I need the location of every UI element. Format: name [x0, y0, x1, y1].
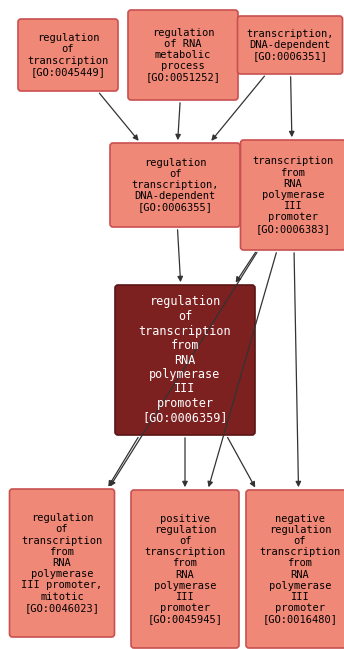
Text: regulation
of
transcription
from
RNA
polymerase
III promoter,
mitotic
[GO:004602: regulation of transcription from RNA pol… — [21, 513, 103, 613]
Text: regulation
of
transcription,
DNA-dependent
[GO:0006355]: regulation of transcription, DNA-depende… — [131, 158, 219, 212]
Text: transcription,
DNA-dependent
[GO:0006351]: transcription, DNA-dependent [GO:0006351… — [246, 29, 334, 61]
Text: transcription
from
RNA
polymerase
III
promoter
[GO:0006383]: transcription from RNA polymerase III pr… — [252, 156, 334, 234]
Text: negative
regulation
of
transcription
from
RNA
polymerase
III
promoter
[GO:001648: negative regulation of transcription fro… — [259, 513, 341, 624]
FancyBboxPatch shape — [110, 143, 240, 227]
Text: regulation
of RNA
metabolic
process
[GO:0051252]: regulation of RNA metabolic process [GO:… — [146, 28, 221, 82]
FancyBboxPatch shape — [246, 490, 344, 648]
FancyBboxPatch shape — [10, 489, 115, 637]
Text: regulation
of
transcription
from
RNA
polymerase
III
promoter
[GO:0006359]: regulation of transcription from RNA pol… — [139, 295, 231, 424]
FancyBboxPatch shape — [240, 140, 344, 250]
FancyBboxPatch shape — [128, 10, 238, 100]
Text: regulation
of
transcription
[GO:0045449]: regulation of transcription [GO:0045449] — [28, 33, 109, 77]
Text: positive
regulation
of
transcription
from
RNA
polymerase
III
promoter
[GO:004594: positive regulation of transcription fro… — [144, 513, 226, 624]
FancyBboxPatch shape — [115, 285, 255, 435]
FancyBboxPatch shape — [131, 490, 239, 648]
FancyBboxPatch shape — [18, 19, 118, 91]
FancyBboxPatch shape — [237, 16, 343, 74]
